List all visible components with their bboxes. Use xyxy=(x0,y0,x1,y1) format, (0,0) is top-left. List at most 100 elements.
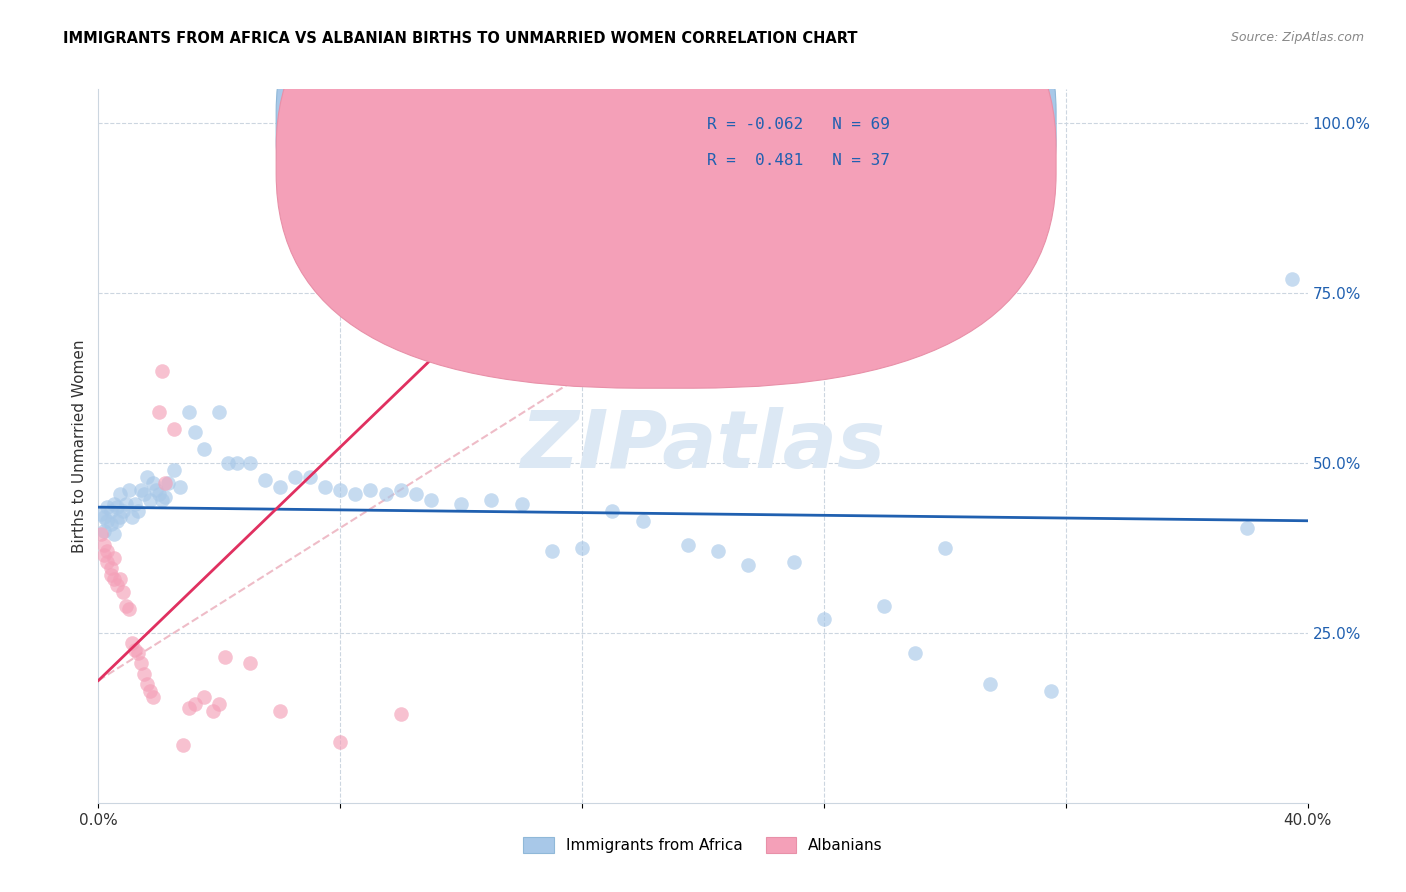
Point xyxy=(1281,272,1303,286)
Point xyxy=(163,422,186,436)
Point xyxy=(135,469,157,483)
Point xyxy=(329,734,352,748)
Point xyxy=(108,572,131,586)
Point xyxy=(269,480,291,494)
Point xyxy=(135,677,157,691)
Point xyxy=(103,572,125,586)
Point xyxy=(153,476,176,491)
Point xyxy=(156,476,179,491)
Point xyxy=(108,486,131,500)
Point xyxy=(571,541,593,555)
Point xyxy=(873,599,896,613)
Point xyxy=(169,480,191,494)
Point xyxy=(239,456,262,470)
Point xyxy=(226,456,249,470)
Point xyxy=(127,646,149,660)
Point xyxy=(540,544,562,558)
Point xyxy=(150,493,173,508)
Point xyxy=(90,527,112,541)
Point xyxy=(121,510,143,524)
Point xyxy=(184,698,207,712)
Point xyxy=(96,500,118,515)
Point xyxy=(208,698,231,712)
Point xyxy=(93,510,115,524)
Point xyxy=(93,548,115,562)
Point xyxy=(127,503,149,517)
Text: R = -0.062   N = 69: R = -0.062 N = 69 xyxy=(707,118,890,132)
Point xyxy=(783,555,806,569)
Point xyxy=(93,524,115,538)
Point xyxy=(979,677,1001,691)
Point xyxy=(217,456,239,470)
Point xyxy=(142,476,165,491)
Point xyxy=(184,425,207,440)
Point xyxy=(1236,520,1258,534)
Point xyxy=(481,493,503,508)
Point xyxy=(118,483,141,498)
Text: IMMIGRANTS FROM AFRICA VS ALBANIAN BIRTHS TO UNMARRIED WOMEN CORRELATION CHART: IMMIGRANTS FROM AFRICA VS ALBANIAN BIRTH… xyxy=(63,31,858,46)
Point xyxy=(153,490,176,504)
Point xyxy=(132,486,155,500)
Point xyxy=(179,700,201,714)
Point xyxy=(132,666,155,681)
Point xyxy=(405,486,427,500)
Point xyxy=(172,738,194,752)
Point xyxy=(90,507,112,521)
Point xyxy=(129,483,152,498)
Point xyxy=(118,602,141,616)
Point xyxy=(93,537,115,551)
Legend: Immigrants from Africa, Albanians: Immigrants from Africa, Albanians xyxy=(517,831,889,859)
Point xyxy=(389,707,412,722)
Point xyxy=(96,544,118,558)
Point xyxy=(253,473,276,487)
Point xyxy=(420,493,443,508)
FancyBboxPatch shape xyxy=(276,0,1056,388)
Point xyxy=(96,555,118,569)
Point xyxy=(114,599,136,613)
Point xyxy=(100,568,122,582)
Point xyxy=(360,483,382,498)
Point xyxy=(1039,683,1062,698)
Point xyxy=(163,463,186,477)
Point xyxy=(114,497,136,511)
Point xyxy=(100,517,122,532)
Point xyxy=(299,469,322,483)
Point xyxy=(124,643,146,657)
Text: R =  0.481   N = 37: R = 0.481 N = 37 xyxy=(707,153,890,168)
Point xyxy=(103,551,125,566)
Point xyxy=(193,690,215,705)
Point xyxy=(344,486,367,500)
Point xyxy=(208,405,231,419)
Point xyxy=(148,405,170,419)
Point xyxy=(129,657,152,671)
Point xyxy=(631,514,654,528)
Point xyxy=(450,497,472,511)
Point xyxy=(239,657,262,671)
Point xyxy=(105,578,128,592)
Point xyxy=(193,442,215,457)
Point xyxy=(737,558,759,572)
Point xyxy=(100,503,122,517)
Point xyxy=(284,469,307,483)
Point xyxy=(139,683,162,698)
Point xyxy=(179,405,201,419)
Point xyxy=(329,483,352,498)
Point xyxy=(139,493,162,508)
Point xyxy=(103,527,125,541)
Point xyxy=(934,541,956,555)
Point xyxy=(105,514,128,528)
Text: ZIPatlas: ZIPatlas xyxy=(520,407,886,485)
FancyBboxPatch shape xyxy=(276,0,1056,352)
Point xyxy=(121,636,143,650)
Point xyxy=(602,503,624,517)
Point xyxy=(142,690,165,705)
Point xyxy=(510,497,533,511)
Point xyxy=(105,500,128,515)
Point xyxy=(904,646,927,660)
FancyBboxPatch shape xyxy=(619,103,963,193)
Text: Source: ZipAtlas.com: Source: ZipAtlas.com xyxy=(1230,31,1364,45)
Point xyxy=(202,704,225,718)
Point xyxy=(111,585,134,599)
Point xyxy=(111,503,134,517)
Point xyxy=(96,514,118,528)
